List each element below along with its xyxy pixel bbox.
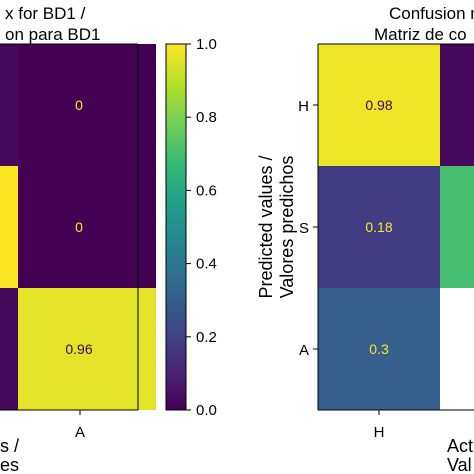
left-partial-cell-3 <box>0 288 18 410</box>
left-x-tick-label-a: A <box>75 424 85 441</box>
right-cell-label-s: 0.18 <box>365 219 392 235</box>
colorbar-tick-label-4: 0.2 <box>196 329 217 346</box>
left-heatmap: 000.96 <box>0 43 156 415</box>
right-cell-h-h <box>318 44 440 166</box>
colorbar-tick-label-1: 0.8 <box>196 109 217 126</box>
right-partial-cell-0 <box>440 44 474 166</box>
left-title-line-1: x for BD1 / <box>5 4 86 23</box>
right-cell-s-h <box>318 166 440 288</box>
right-heatmap: 0.98 0.18 0.3 <box>317 43 474 415</box>
right-title-line-2: Matriz de co <box>374 25 467 44</box>
left-partial-cell-0 <box>0 44 18 166</box>
right-ylabel-line-1: Predicted values / <box>256 155 276 298</box>
left-cell-a-a <box>18 288 156 410</box>
left-cell-s-a <box>18 166 156 288</box>
right-cell-a-h <box>318 288 440 410</box>
right-cell-label-h: 0.98 <box>365 97 392 113</box>
colorbar-tick-label-0: 1.0 <box>196 36 217 53</box>
left-cell-label-a: 0.96 <box>65 341 92 357</box>
left-title-line-2: on para BD1 <box>5 25 100 44</box>
left-xlabel-line-2: es <box>0 455 19 474</box>
right-xlabel-line-2: Val <box>447 455 472 474</box>
right-x-tick-label-h: H <box>374 424 385 441</box>
right-title-line-1: Confusion m <box>389 4 474 23</box>
left-cell-label-h: 0 <box>75 97 83 113</box>
right-y-tick-label-a: A <box>299 342 309 359</box>
right-y-tick-label-h: H <box>298 98 309 115</box>
colorbar-ticks: 1.0 0.8 0.6 0.4 0.2 0.0 <box>186 36 217 419</box>
left-cell-h-a <box>18 44 156 166</box>
colorbar-tick-label-3: 0.4 <box>196 256 217 273</box>
right-y-tick-label-s: S <box>299 220 309 237</box>
colorbar-tick-label-5: 0.0 <box>196 402 217 419</box>
right-ylabel-line-2: Valores predichos <box>277 156 297 299</box>
colorbar-tick-label-2: 0.6 <box>196 182 217 199</box>
right-cell-label-a: 0.3 <box>369 341 389 357</box>
right-xlabel-line-1: Act <box>447 436 473 456</box>
left-xlabel-line-1: s / <box>0 436 19 456</box>
colorbar <box>165 43 187 411</box>
left-partial-cell-2 <box>0 166 18 288</box>
right-partial-cell-1 <box>440 166 474 288</box>
left-cell-label-s: 0 <box>75 219 83 235</box>
right-y-ticks: H S A <box>298 98 318 359</box>
